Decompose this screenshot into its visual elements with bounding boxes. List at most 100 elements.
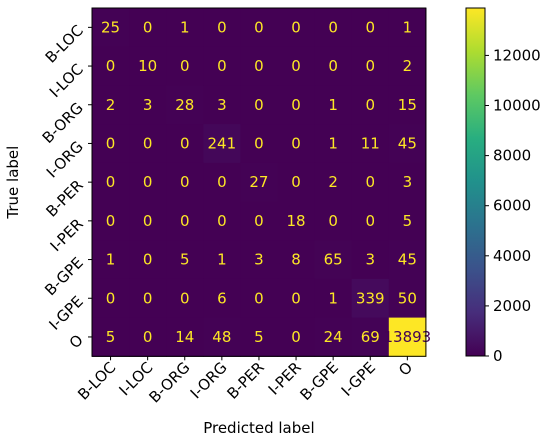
heatmap-cell bbox=[129, 201, 167, 241]
heatmap-cell bbox=[129, 85, 167, 125]
heatmap-cell bbox=[388, 8, 427, 48]
cell-value-label: 5 bbox=[254, 328, 264, 346]
cell-value-label: 11 bbox=[361, 134, 380, 152]
cell-value-label: 0 bbox=[254, 57, 264, 75]
heatmap-cell bbox=[166, 124, 204, 164]
cell-value-label: 1 bbox=[328, 96, 338, 114]
cell-value-label: 0 bbox=[291, 328, 301, 346]
cell-value-label: 0 bbox=[180, 173, 190, 191]
cell-value-label: 69 bbox=[361, 328, 380, 346]
heatmap-cell bbox=[240, 8, 279, 48]
heatmap-cell bbox=[240, 201, 279, 241]
heatmap-cell bbox=[351, 8, 390, 48]
cell-value-label: 2 bbox=[328, 173, 338, 191]
cell-value-label: 25 bbox=[101, 18, 120, 36]
heatmap-cell bbox=[92, 162, 130, 203]
cell-value-label: 65 bbox=[324, 251, 343, 269]
colorbar-tick-label: 12000 bbox=[493, 46, 541, 64]
cell-value-label: 45 bbox=[398, 134, 417, 152]
x-tick-label: O bbox=[395, 358, 416, 379]
y-tick-label: O bbox=[66, 331, 87, 352]
cell-value-label: 1 bbox=[106, 251, 116, 269]
y-tick-label: I-PER bbox=[47, 215, 87, 255]
heatmap-cell bbox=[351, 46, 390, 86]
heatmap-cell bbox=[351, 124, 390, 164]
cell-value-label: 0 bbox=[328, 212, 338, 230]
heatmap-cell bbox=[92, 317, 130, 357]
cell-value-label: 0 bbox=[217, 212, 227, 230]
cell-value-label: 1 bbox=[328, 289, 338, 307]
heatmap-cell bbox=[129, 240, 167, 280]
colorbar-tick-label: 6000 bbox=[493, 197, 531, 215]
heatmap-cell bbox=[203, 46, 241, 86]
heatmap-cell bbox=[351, 240, 390, 280]
cell-value-label: 24 bbox=[324, 328, 343, 346]
y-axis-ticks: B-LOCI-LOCB-ORGI-ORGB-PERI-PERB-GPEI-GPE… bbox=[39, 21, 92, 352]
cell-value-label: 241 bbox=[208, 134, 237, 152]
heatmap-cell bbox=[277, 124, 316, 164]
heatmap-cell-labels: 25 0 1 0 0 0 0 0 10 10 0 0 0 0 0 0 22 3 28 3 0 0 1 0 150 0 0 241 0 0 1… bbox=[101, 18, 431, 346]
colorbar-tick-label: 8000 bbox=[493, 147, 531, 165]
heatmap-cell bbox=[203, 85, 241, 125]
cell-value-label: 0 bbox=[143, 289, 153, 307]
cell-value-label: 18 bbox=[287, 212, 306, 230]
colorbar-tick-label: 0 bbox=[493, 347, 503, 365]
cell-value-label: 1 bbox=[328, 134, 338, 152]
heatmap-cell bbox=[388, 240, 427, 280]
cell-value-label: 0 bbox=[180, 134, 190, 152]
cell-value-label: 0 bbox=[365, 18, 375, 36]
heatmap-cell bbox=[388, 124, 427, 164]
cell-value-label: 27 bbox=[249, 173, 268, 191]
heatmap-cell bbox=[166, 317, 204, 357]
cell-value-label: 0 bbox=[291, 134, 301, 152]
x-tick-label: B-PER bbox=[223, 358, 267, 402]
heatmap-cell bbox=[92, 8, 130, 48]
cell-value-label: 0 bbox=[143, 251, 153, 269]
y-tick-label: B-LOC bbox=[42, 21, 87, 66]
heatmap-cell bbox=[314, 8, 353, 48]
cell-value-label: 15 bbox=[398, 96, 417, 114]
cell-value-label: 0 bbox=[365, 212, 375, 230]
heatmap-cell bbox=[388, 162, 427, 203]
cell-value-label: 13893 bbox=[383, 328, 431, 346]
heatmap-cell bbox=[166, 162, 204, 203]
cell-value-label: 1 bbox=[403, 18, 413, 36]
heatmap-cell bbox=[314, 278, 353, 319]
colorbar-tick-label: 10000 bbox=[493, 97, 541, 115]
cell-value-label: 28 bbox=[175, 96, 194, 114]
cell-value-label: 1 bbox=[217, 251, 227, 269]
cell-value-label: 0 bbox=[254, 96, 264, 114]
cell-value-label: 0 bbox=[143, 18, 153, 36]
heatmap-cell bbox=[351, 85, 390, 125]
colorbar-ticks: 0 2000 4000 6000 8000 10000 12000 bbox=[485, 46, 541, 365]
cell-value-label: 14 bbox=[175, 328, 194, 346]
heatmap-cell bbox=[203, 278, 241, 319]
cell-value-label: 0 bbox=[180, 57, 190, 75]
x-tick-label: I-GPE bbox=[338, 358, 379, 399]
cell-value-label: 0 bbox=[254, 212, 264, 230]
cell-value-label: 6 bbox=[217, 289, 227, 307]
y-tick-label: B-PER bbox=[43, 176, 87, 220]
cell-value-label: 0 bbox=[254, 289, 264, 307]
heatmap-cell bbox=[240, 85, 279, 125]
heatmap-cell bbox=[277, 46, 316, 86]
cell-value-label: 0 bbox=[291, 96, 301, 114]
heatmap-cell bbox=[129, 162, 167, 203]
x-tick-label: I-ORG bbox=[187, 358, 231, 402]
heatmap-cells bbox=[92, 8, 427, 357]
cell-value-label: 0 bbox=[143, 328, 153, 346]
heatmap-cell bbox=[240, 317, 279, 357]
colorbar-tick-label: 4000 bbox=[493, 247, 531, 265]
heatmap-cell bbox=[166, 8, 204, 48]
cell-value-label: 3 bbox=[403, 173, 413, 191]
cell-value-label: 3 bbox=[217, 96, 227, 114]
heatmap-cell bbox=[314, 46, 353, 86]
heatmap-cell bbox=[240, 162, 279, 203]
heatmap-cell bbox=[203, 201, 241, 241]
heatmap-cell bbox=[203, 124, 241, 164]
cell-value-label: 3 bbox=[254, 251, 264, 269]
cell-value-label: 0 bbox=[365, 57, 375, 75]
cell-value-label: 2 bbox=[403, 57, 413, 75]
cell-value-label: 5 bbox=[180, 251, 190, 269]
